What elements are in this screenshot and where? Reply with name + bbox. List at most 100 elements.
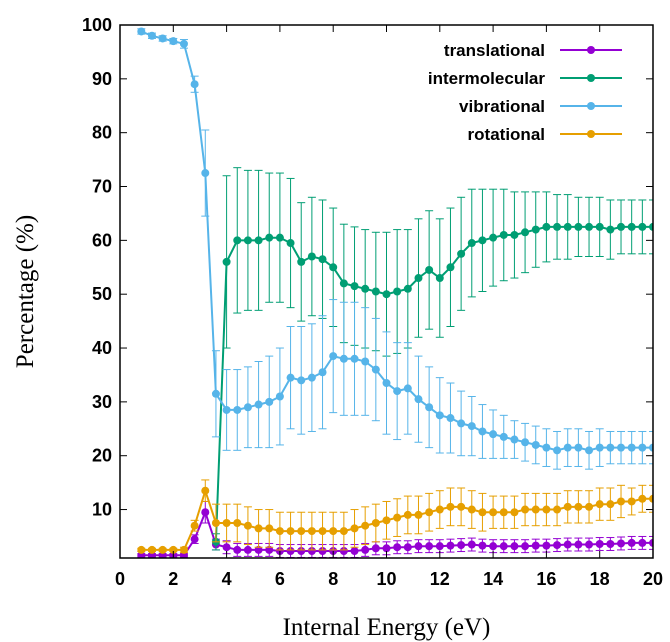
data-point (371, 519, 380, 528)
data-point (243, 521, 252, 530)
data-point (329, 352, 338, 361)
data-point (595, 540, 604, 549)
data-point (382, 544, 391, 553)
data-point (649, 538, 653, 547)
series-line (214, 225, 653, 542)
data-point (595, 443, 604, 452)
data-point (617, 497, 626, 506)
data-point (339, 527, 348, 536)
y-tick-label: 70 (92, 177, 112, 197)
data-point (617, 222, 626, 231)
x-tick-label: 16 (536, 569, 556, 589)
data-point (446, 414, 455, 423)
data-point (414, 395, 423, 404)
data-point (254, 236, 263, 245)
data-point (307, 252, 316, 261)
data-point (531, 505, 540, 514)
data-point (403, 543, 412, 552)
data-point (414, 542, 423, 551)
data-point (179, 545, 188, 554)
data-point (297, 257, 306, 266)
ticks-layer: 0 2 4 6 8 10 12 14 16 18 20 10 20 30 40 50 60 70 80 90 100 (82, 15, 663, 589)
data-point (563, 540, 572, 549)
data-point (147, 545, 156, 554)
x-tick-label: 8 (328, 569, 338, 589)
data-point (158, 545, 167, 554)
data-point (457, 541, 466, 550)
data-point (190, 80, 199, 89)
x-tick-label: 6 (275, 569, 285, 589)
data-point (521, 228, 530, 237)
data-point (233, 236, 242, 245)
data-point (297, 376, 306, 385)
data-point (265, 233, 274, 242)
data-point (265, 524, 274, 533)
data-point (638, 222, 647, 231)
data-point (649, 222, 653, 231)
data-point (574, 502, 583, 511)
data-point (446, 502, 455, 511)
data-point (521, 542, 530, 551)
data-point (286, 373, 295, 382)
data-point (649, 494, 653, 503)
data-point (467, 422, 476, 431)
data-point (510, 508, 519, 517)
data-point (254, 400, 263, 409)
data-point (339, 547, 348, 556)
data-point (371, 365, 380, 374)
data-point (627, 497, 636, 506)
data-point (371, 544, 380, 553)
legend-label: translational (444, 41, 545, 60)
series-intermolecular (211, 167, 653, 551)
data-point (585, 446, 594, 455)
data-point (307, 527, 316, 536)
x-tick-label: 10 (376, 569, 396, 589)
data-point (542, 222, 551, 231)
data-point (307, 373, 316, 382)
y-tick-label: 50 (92, 284, 112, 304)
data-point (350, 282, 359, 291)
data-point (243, 403, 252, 412)
legend-marker (587, 46, 595, 54)
data-point (553, 505, 562, 514)
y-tick-label: 100 (82, 15, 112, 35)
data-point (243, 545, 252, 554)
data-point (606, 540, 615, 549)
data-point (627, 222, 636, 231)
data-point (649, 443, 653, 452)
legend-marker (587, 102, 595, 110)
data-point (382, 379, 391, 388)
data-point (499, 508, 508, 517)
data-point (222, 405, 231, 414)
x-tick-label: 20 (643, 569, 663, 589)
data-point (499, 230, 508, 239)
data-point (211, 519, 220, 528)
legend-label: rotational (468, 125, 545, 144)
data-point (563, 502, 572, 511)
data-point (361, 284, 370, 293)
data-point (286, 239, 295, 248)
data-point (414, 274, 423, 283)
data-point (489, 233, 498, 242)
data-point (638, 443, 647, 452)
data-point (137, 545, 146, 554)
y-axis-title: Percentage (%) (12, 215, 39, 368)
data-point (435, 542, 444, 551)
y-tick-label: 60 (92, 230, 112, 250)
data-point (339, 354, 348, 363)
data-point (510, 435, 519, 444)
legend-marker (587, 130, 595, 138)
data-point (467, 540, 476, 549)
data-point (553, 446, 562, 455)
data-point (339, 279, 348, 288)
x-tick-label: 14 (483, 569, 503, 589)
data-point (446, 541, 455, 550)
data-point (233, 519, 242, 528)
data-point (521, 505, 530, 514)
data-point (350, 524, 359, 533)
data-point (275, 527, 284, 536)
data-point (606, 500, 615, 509)
data-point (329, 527, 338, 536)
data-point (574, 540, 583, 549)
data-point (425, 403, 434, 412)
